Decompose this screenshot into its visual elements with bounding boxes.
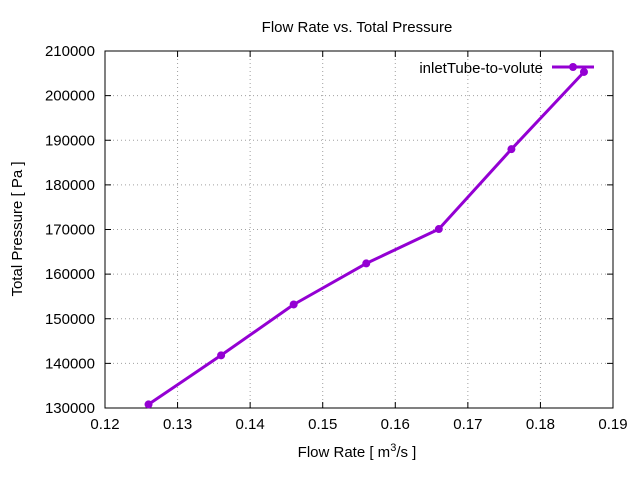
- y-tick-label: 170000: [45, 222, 95, 239]
- y-tick-label: 130000: [45, 400, 95, 417]
- grid-layer: [105, 51, 613, 408]
- legend: inletTube-to-volute: [419, 60, 594, 77]
- y-tick-label: 180000: [45, 177, 95, 194]
- tick-layer: 0.12 0.13 0.14 0.15 0.16 0.17 0.18 0.19 130000 14…: [45, 43, 628, 433]
- y-tick-label: 190000: [45, 132, 95, 149]
- x-tick-label: 0.15: [308, 416, 337, 433]
- x-tick-label: 0.18: [526, 416, 555, 433]
- y-tick-label: 140000: [45, 355, 95, 372]
- x-tick-label: 0.16: [381, 416, 410, 433]
- x-axis-label-suffix: /s ]: [396, 444, 416, 461]
- chart-title: Flow Rate vs. Total Pressure: [262, 19, 453, 36]
- data-point: [362, 259, 371, 268]
- x-tick-label: 0.13: [163, 416, 192, 433]
- data-point: [144, 400, 153, 409]
- y-axis-label: Total Pressure [ Pa ]: [9, 161, 26, 296]
- data-point: [507, 145, 516, 154]
- legend-label: inletTube-to-volute: [419, 60, 543, 77]
- data-point: [217, 351, 226, 360]
- x-tick-label: 0.17: [453, 416, 482, 433]
- data-point: [434, 225, 443, 234]
- y-tick-label: 150000: [45, 311, 95, 328]
- series-line: [147, 70, 586, 406]
- data-point: [579, 67, 588, 76]
- y-tick-label: 200000: [45, 88, 95, 105]
- legend-marker: [569, 63, 577, 71]
- x-tick-label: 0.14: [236, 416, 265, 433]
- x-axis-label-prefix: Flow Rate [ m: [298, 444, 391, 461]
- series-layer: [144, 67, 588, 409]
- data-point: [289, 300, 298, 309]
- x-axis-label-superscript: 3: [390, 442, 396, 454]
- x-tick-label: 0.19: [598, 416, 627, 433]
- x-tick-label: 0.12: [90, 416, 119, 433]
- y-tick-label: 210000: [45, 43, 95, 60]
- y-tick-label: 160000: [45, 266, 95, 283]
- x-axis-label: Flow Rate [ m3/s ]: [298, 442, 417, 461]
